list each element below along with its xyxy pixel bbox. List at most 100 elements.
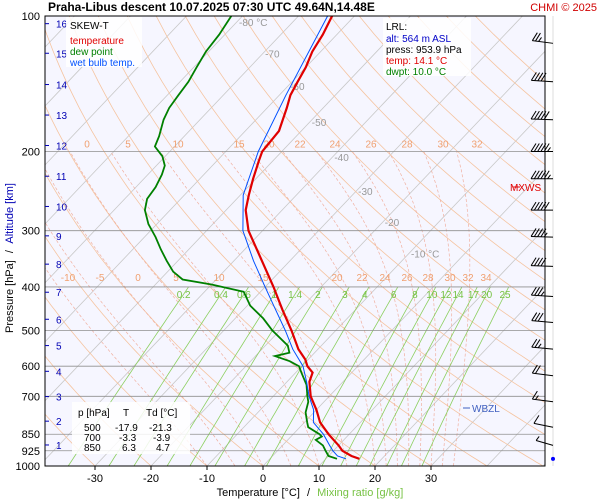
wind-barb <box>531 390 554 403</box>
svg-text:Pressure [hPa] / A: Pressure [hPa] / Altitude [km] <box>4 183 16 333</box>
isotherm-line <box>94 16 523 466</box>
chart-title: Praha-Libus descent 10.07.2025 07:30 UTC… <box>48 0 375 14</box>
wind-barb-flag <box>537 312 544 322</box>
wind-barb-flag <box>531 390 538 400</box>
moist-adiabat-label: 24 <box>379 273 391 284</box>
dry-adiabat-label: 5 <box>125 139 131 150</box>
legend: SKEW-T temperature dew point wet bulb te… <box>66 17 142 69</box>
pressure-tick-label: 850 <box>22 429 40 441</box>
dry-adiabat <box>184 16 545 372</box>
altitude-tick-label: 11 <box>56 172 67 183</box>
wind-barb-flag <box>531 338 538 348</box>
mixing-ratio-label: 4 <box>362 290 368 301</box>
wind-barb-flag <box>535 32 541 42</box>
wind-barb-flag <box>531 312 538 321</box>
wind-barb-flag <box>530 110 537 120</box>
dry-adiabat-label: 0 <box>84 139 90 150</box>
profile-lines <box>143 16 360 460</box>
wind-barb <box>531 32 554 44</box>
moist-adiabat <box>388 151 437 466</box>
moist-adiabat-label: 22 <box>356 273 368 284</box>
wind-barb-half <box>535 436 540 441</box>
isotherm-line <box>430 345 545 466</box>
dry-adiabat <box>271 16 545 281</box>
wbzl-marker: WBZL <box>472 404 500 415</box>
isotherm-line <box>374 286 545 466</box>
values-table: p [hPa] T Td [°C] 500 -17.9 -21.3 700 -3… <box>72 402 190 454</box>
table-cell: 6.3 <box>122 443 136 454</box>
legend-temperature: temperature <box>70 36 124 47</box>
pressure-tick-label: 1000 <box>16 461 40 473</box>
mixing-ratio-label: 20 <box>481 290 493 301</box>
isotherm-line <box>318 227 545 466</box>
lrl-press: press: 953.9 hPa <box>386 45 462 56</box>
isotherm-label: -80 °C <box>239 18 267 29</box>
y-label-altitude: Altitude [km] <box>4 183 16 244</box>
dry-adiabat-label: 30 <box>437 139 449 150</box>
grid-labels: -80 °C-70-60-50-40-30-20-10 °C0.2 0.4 0.6 1… <box>61 18 511 301</box>
table-cell: 4.7 <box>156 443 170 454</box>
isotherm-line <box>150 50 545 466</box>
wind-barb-flag <box>533 257 540 267</box>
axes-layer: 1002003004005006007008509251000123456789… <box>16 11 546 485</box>
altitude-tick-label: 6 <box>56 315 62 326</box>
dry-adiabat <box>329 16 545 223</box>
wind-barb <box>531 338 554 350</box>
moist-adiabat-label: 30 <box>444 273 456 284</box>
table-cell: -3.3 <box>119 433 137 444</box>
x-axis-title: Temperature [°C] / Mixing ratio [g/kg] <box>217 487 404 499</box>
moist-adiabat-label: 5 <box>173 273 179 284</box>
lrl-box: LRL: alt: 564 m ASL press: 953.9 hPa tem… <box>383 18 471 78</box>
mixing-ratio-label: 0.2 <box>177 290 191 301</box>
table-cell: 850 <box>84 443 101 454</box>
moist-adiabat-label: 10 <box>213 273 225 284</box>
dry-adiabat-label: 32 <box>471 139 483 150</box>
wind-barb <box>533 415 554 428</box>
pressure-tick-label: 400 <box>22 282 40 294</box>
table-cell: 700 <box>84 433 101 444</box>
isotherm-line <box>206 109 545 466</box>
temp-tick-label: 30 <box>425 473 437 485</box>
moist-adiabat <box>352 151 422 466</box>
wind-barb-flag <box>534 339 541 348</box>
wind-barb-flag <box>537 257 544 267</box>
lrl-temp: temp: 14.1 °C <box>386 56 447 67</box>
wind-barb-flag <box>537 228 544 237</box>
y-axis-title: Pressure [hPa] / Altitude [km] <box>4 183 16 333</box>
wind-barb-flag <box>533 110 540 120</box>
surface-wind-dot <box>551 456 555 461</box>
mixing-ratio-label: 14 <box>452 290 464 301</box>
dry-adiabat-label: 20 <box>263 139 275 150</box>
wind-barb-half <box>535 395 539 400</box>
mixing-ratio-label: 0.4 <box>214 290 228 301</box>
wind-barb-flag <box>531 32 538 41</box>
isotherm-label: -30 <box>358 187 373 198</box>
wind-barb-flag <box>530 257 537 266</box>
wind-barb-flag <box>533 143 540 152</box>
mixing-ratio-label: 0.6 <box>237 290 251 301</box>
mxws-marker: MXWS <box>510 183 541 194</box>
wind-barb-flag <box>530 72 537 81</box>
temp-tick-label: 0 <box>260 473 266 485</box>
mixing-ratio-label: 6 <box>391 290 397 301</box>
isotherm-label: -10 °C <box>411 249 439 260</box>
mixing-ratio-label: 25 <box>499 290 511 301</box>
copyright: CHMI © 2025 <box>530 2 597 14</box>
wind-barb-flag <box>537 110 544 120</box>
table-header-td: Td [°C] <box>146 408 177 419</box>
wind-barb-flag <box>537 143 544 152</box>
isotherm-label: -60 <box>290 82 305 93</box>
wind-barb <box>530 257 554 267</box>
mixing-ratio-label: 17 <box>468 290 480 301</box>
wind-barb-flag <box>537 201 544 211</box>
isotherm-line <box>542 463 545 466</box>
altitude-tick-label: 4 <box>56 367 62 378</box>
moist-adiabat-label: 28 <box>422 273 434 284</box>
pressure-tick-label: 925 <box>22 446 40 458</box>
wind-barb <box>530 286 554 297</box>
mixing-ratio-label: 2 <box>315 290 321 301</box>
series-temperature <box>244 16 360 460</box>
mixing-ratio-label: 1.4 <box>288 290 302 301</box>
pressure-tick-label: 300 <box>22 226 40 238</box>
